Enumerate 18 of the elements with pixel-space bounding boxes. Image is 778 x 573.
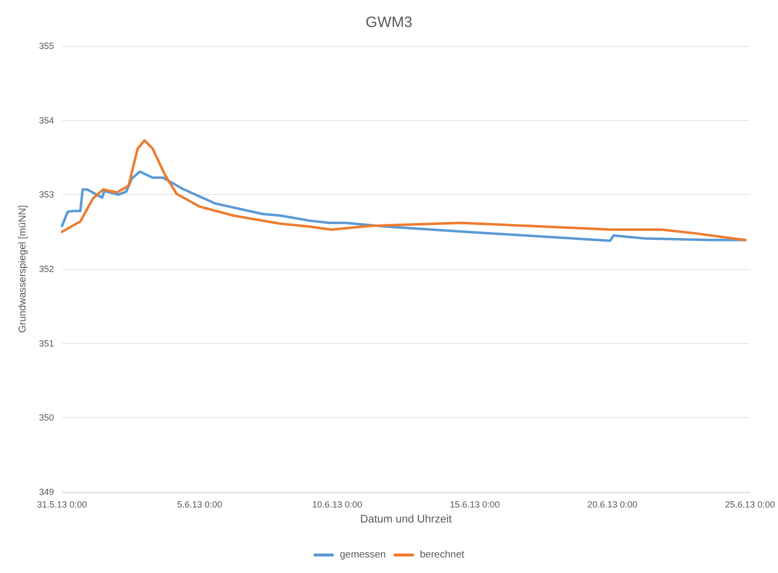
x-tick-label: 5.6.13 0:00: [177, 500, 222, 510]
y-tick-label: 350: [38, 412, 54, 423]
y-axis-title: Grundwasserspiegel [müNN]: [18, 204, 29, 333]
x-axis-title: Datum und Uhrzeit: [360, 514, 452, 526]
chart-title: GWM3: [366, 14, 412, 31]
x-tick-label: 20.6.13 0:00: [587, 500, 638, 510]
legend-label: berechnet: [420, 550, 465, 560]
x-tick-label: 10.6.13 0:00: [312, 500, 362, 510]
x-tick-label: 15.6.13 0:00: [450, 500, 500, 510]
y-tick-label: 354: [38, 115, 54, 126]
x-tick-label: 25.6.13 0:00: [724, 500, 775, 510]
y-tick-label: 349: [38, 487, 54, 497]
y-tick-label: 353: [38, 190, 54, 200]
y-tick-label: 352: [38, 264, 54, 274]
legend-label: gemessen: [340, 550, 386, 560]
x-tick-label: 31.5.13 0:00: [36, 500, 88, 510]
y-tick-label: 351: [38, 338, 54, 348]
y-tick-label: 355: [38, 41, 54, 51]
